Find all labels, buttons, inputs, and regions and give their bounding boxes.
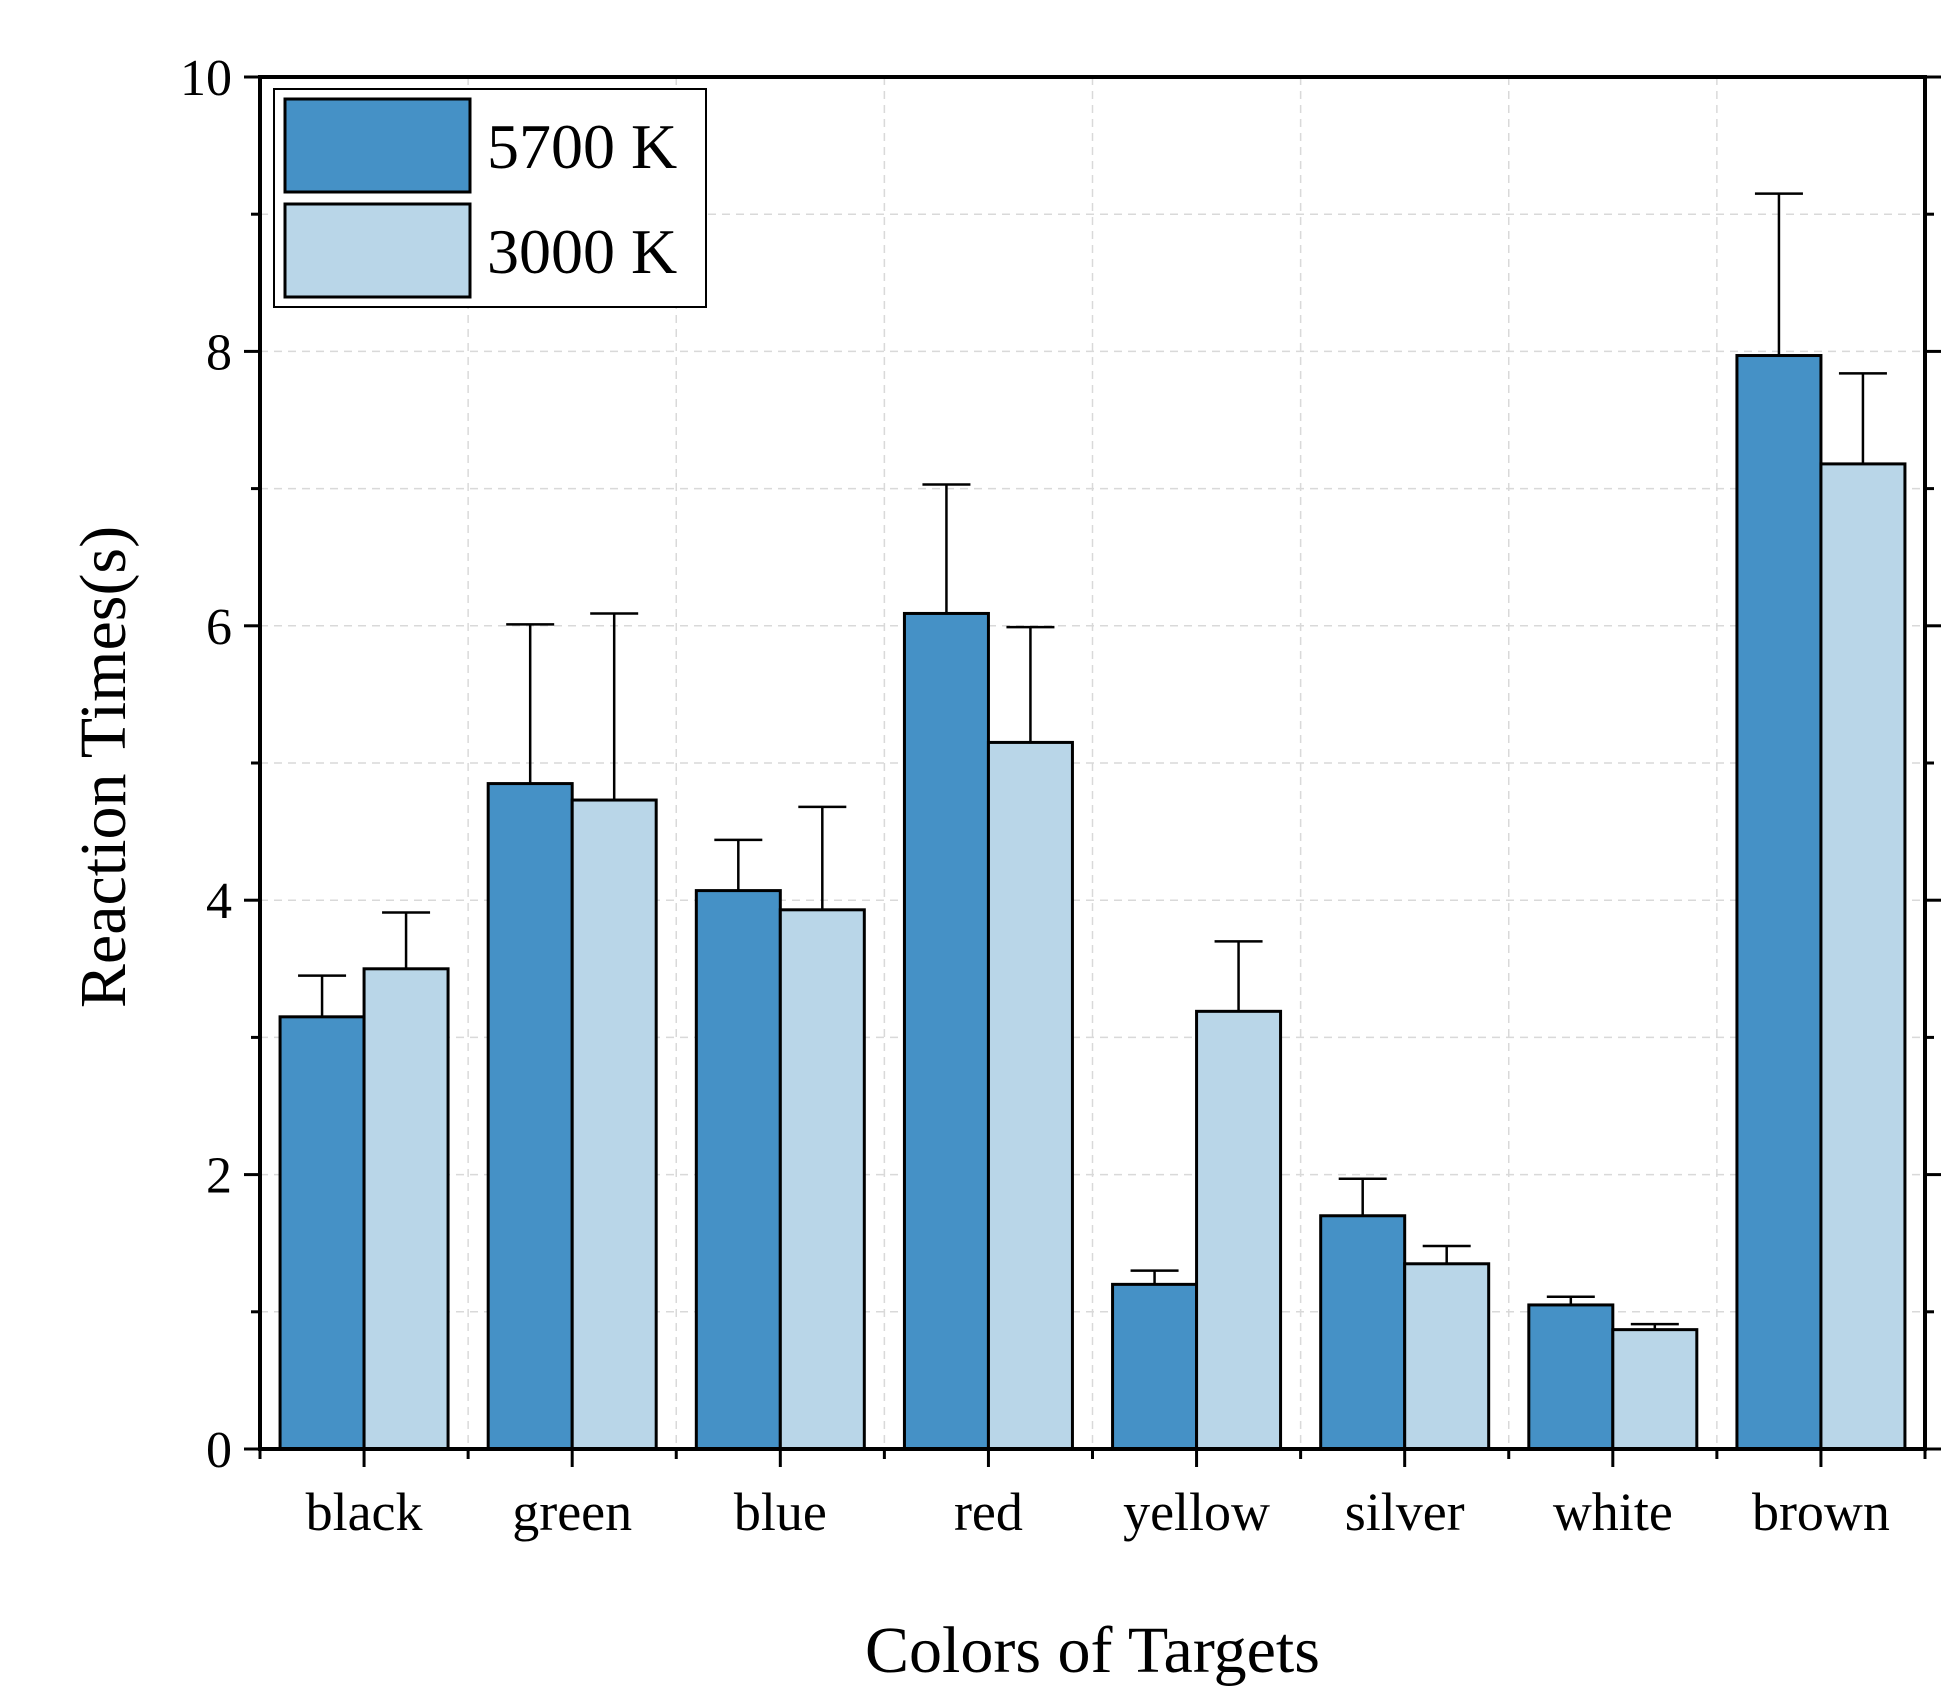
bar-red-3000k <box>986 740 1074 1451</box>
y-tick-label: 8 <box>206 324 232 381</box>
y-tick-label: 10 <box>180 50 232 107</box>
error-bars <box>298 192 1887 1330</box>
x-category-label-yellow: yellow <box>1123 1482 1270 1542</box>
bar-green-5700k <box>486 782 574 1451</box>
legend-label-5700k: 5700 K <box>487 111 677 182</box>
bar-blue-5700k <box>694 889 782 1451</box>
bar-blue-3000k <box>778 908 866 1451</box>
bar-yellow-3000k <box>1195 1009 1283 1451</box>
bar-red-5700k <box>902 611 990 1451</box>
x-category-label-silver: silver <box>1345 1482 1465 1542</box>
bar-brown-5700k <box>1735 354 1823 1451</box>
grid-lines <box>260 77 1925 1449</box>
y-axis-title: Reaction Times(s) <box>67 526 140 1008</box>
bars <box>278 354 1907 1451</box>
x-category-label-blue: blue <box>734 1482 827 1542</box>
y-tick-label: 6 <box>206 599 232 656</box>
x-category-label-black: black <box>306 1482 423 1542</box>
x-category-labels: black green blue red yellow silver white brown <box>306 1482 1890 1542</box>
axis-ticks <box>244 75 1941 1467</box>
x-category-label-green: green <box>512 1482 632 1542</box>
bar-white-3000k <box>1611 1328 1699 1451</box>
x-category-label-red: red <box>954 1482 1023 1542</box>
y-tick-label: 4 <box>206 873 232 930</box>
legend-swatch-3000k <box>283 202 472 299</box>
y-tick-label: 2 <box>206 1148 232 1205</box>
bar-yellow-5700k <box>1111 1282 1199 1451</box>
legend: 5700 K 3000 K <box>273 88 707 308</box>
x-category-label-white: white <box>1553 1482 1673 1542</box>
x-category-label-brown: brown <box>1752 1482 1890 1542</box>
bar-white-5700k <box>1527 1303 1615 1451</box>
bar-black-5700k <box>278 1015 366 1451</box>
bar-silver-5700k <box>1319 1214 1407 1451</box>
bar-black-3000k <box>362 967 450 1451</box>
bar-silver-3000k <box>1403 1262 1491 1451</box>
bar-green-3000k <box>570 798 658 1451</box>
y-tick-labels: 0 2 4 6 8 10 <box>180 50 232 1479</box>
bar-brown-3000k <box>1819 462 1907 1451</box>
x-axis-title: Colors of Targets <box>865 1614 1320 1687</box>
y-tick-label: 0 <box>206 1422 232 1479</box>
legend-swatch-5700k <box>283 97 472 194</box>
legend-label-3000k: 3000 K <box>487 216 677 287</box>
